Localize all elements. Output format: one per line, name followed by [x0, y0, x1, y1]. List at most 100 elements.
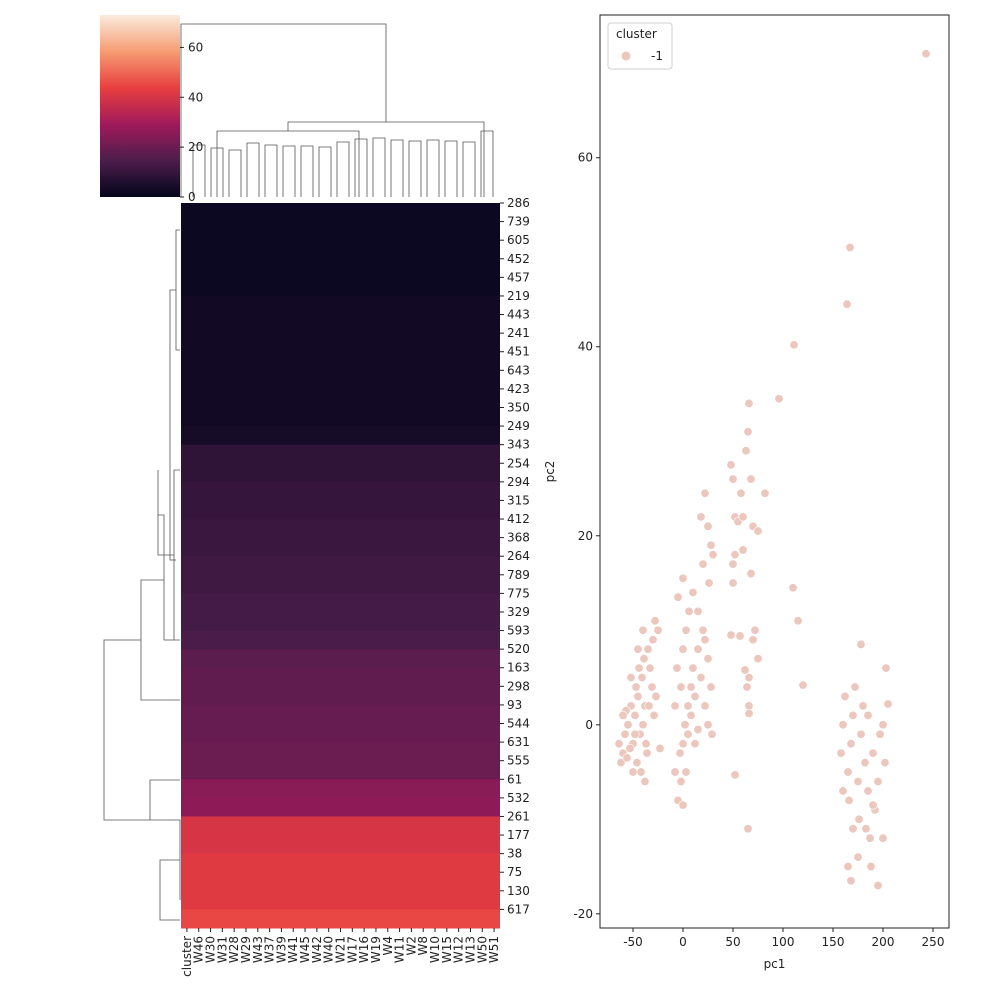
scatter-point — [865, 833, 875, 843]
column-label: W2 — [404, 936, 418, 956]
row-label: 294 — [507, 475, 530, 489]
scatter-point — [868, 748, 878, 758]
heatmap-row — [181, 221, 500, 241]
scatter-point — [748, 635, 758, 645]
row-label: 343 — [507, 438, 530, 452]
scatter-point — [738, 512, 748, 522]
row-label: 631 — [507, 735, 530, 749]
scatter-point — [670, 701, 680, 711]
scatter-point — [653, 625, 663, 635]
y-tick-label: 60 — [578, 151, 593, 165]
heatmap-row — [181, 723, 500, 743]
scatter-point — [744, 673, 754, 683]
scatter-point — [698, 559, 708, 569]
scatter-point — [631, 682, 641, 692]
scatter-point — [760, 488, 770, 498]
heatmap-row — [181, 537, 500, 557]
scatter-point — [866, 862, 876, 872]
scatter-point — [728, 474, 738, 484]
scatter-point — [863, 786, 873, 796]
scatter-point — [655, 743, 665, 753]
scatter-point — [625, 743, 635, 753]
scatter-point — [684, 606, 694, 616]
scatter-point — [703, 654, 713, 664]
legend-label: -1 — [651, 49, 663, 63]
scatter-point — [788, 583, 798, 593]
heatmap-row — [181, 351, 500, 371]
column-label: cluster — [180, 936, 194, 977]
scatter-point — [753, 526, 763, 536]
row-label: 75 — [507, 865, 522, 879]
scatter-point — [706, 540, 716, 550]
scatter-point — [744, 398, 754, 408]
heatmap-row — [181, 816, 500, 836]
row-label: 286 — [507, 196, 530, 210]
x-tick-label: 200 — [872, 935, 895, 949]
row-label: 593 — [507, 624, 530, 638]
scatter-point — [728, 578, 738, 588]
heatmap-row — [181, 258, 500, 278]
scatter-point — [856, 729, 866, 739]
heatmap-row — [181, 630, 500, 650]
scatter-point — [645, 663, 655, 673]
scatter-point — [736, 488, 746, 498]
colorbar — [100, 15, 180, 197]
row-label: 368 — [507, 531, 530, 545]
heatmap-row — [181, 203, 500, 223]
heatmap-row — [181, 444, 500, 464]
x-axis-label: pc1 — [764, 957, 786, 971]
scatter-point — [690, 691, 700, 701]
row-label: 163 — [507, 661, 530, 675]
scatter-point — [743, 427, 753, 437]
scatter-point — [686, 682, 696, 692]
scatter-point — [744, 701, 754, 711]
scatter-point — [741, 446, 751, 456]
column-label: W42 — [310, 936, 324, 963]
row-label: 555 — [507, 754, 530, 768]
column-label: W29 — [239, 936, 253, 963]
scatter-point — [860, 758, 870, 768]
row-label: 93 — [507, 698, 522, 712]
scatter-point — [703, 521, 713, 531]
scatter-point — [678, 800, 688, 810]
legend-title: cluster — [616, 27, 657, 41]
column-label: W17 — [345, 936, 359, 963]
column-label: W46 — [192, 936, 206, 963]
y-tick-label: -20 — [573, 907, 593, 921]
row-label: 241 — [507, 326, 530, 340]
heatmap-row — [181, 835, 500, 855]
column-label: W19 — [369, 936, 383, 963]
scatter-point — [730, 770, 740, 780]
heatmap-row — [181, 611, 500, 632]
column-label: W8 — [416, 936, 430, 956]
scatter-point — [696, 673, 706, 683]
row-label: 315 — [507, 493, 530, 507]
scatter-point — [700, 635, 710, 645]
y-axis-label: pc2 — [543, 461, 557, 483]
heatmap-row — [181, 704, 500, 725]
legend-marker — [621, 51, 631, 61]
scatter-point — [614, 739, 624, 749]
heatmap-row — [181, 240, 500, 260]
row-label: 532 — [507, 791, 530, 805]
row-label: 617 — [507, 902, 530, 916]
column-label: W28 — [227, 936, 241, 963]
scatter-point — [838, 786, 848, 796]
scatter-point — [793, 616, 803, 626]
scatter-point — [840, 691, 850, 701]
scatter-point — [740, 665, 750, 675]
scatter-point — [746, 569, 756, 579]
y-tick-label: 20 — [578, 529, 593, 543]
heatmap-row — [181, 481, 500, 501]
scatter-point — [850, 682, 860, 692]
row-label: 451 — [507, 345, 530, 359]
scatter-point — [675, 748, 685, 758]
column-label: W40 — [322, 936, 336, 963]
colorbar-tick-label: 60 — [188, 40, 203, 54]
column-label: W31 — [215, 936, 229, 963]
row-label: 38 — [507, 847, 522, 861]
row-label: 177 — [507, 828, 530, 842]
scatter-point — [676, 682, 686, 692]
scatter-point — [843, 767, 853, 777]
row-label: 520 — [507, 642, 530, 656]
